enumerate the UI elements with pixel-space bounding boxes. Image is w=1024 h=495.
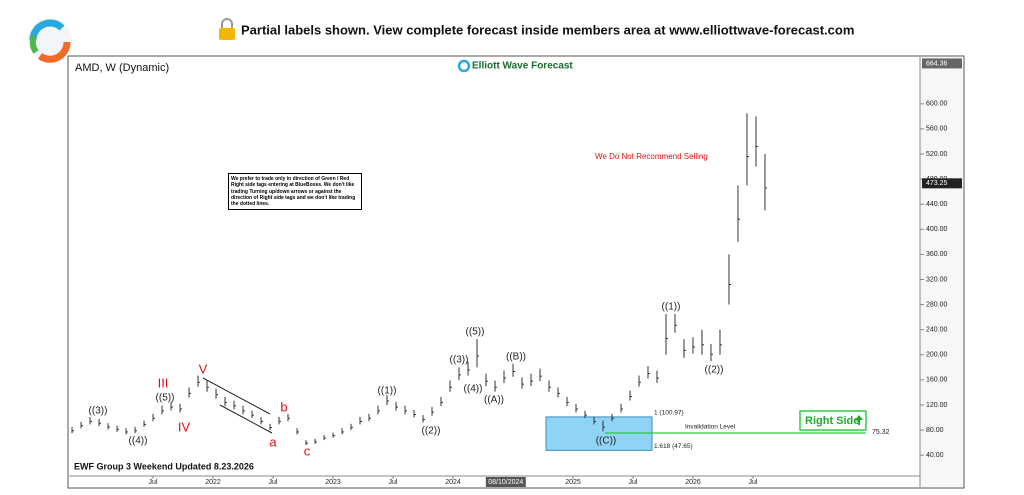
signal: Right Side: [805, 415, 859, 427]
y-tick-label: 520.00: [926, 151, 948, 158]
trendline: [219, 404, 273, 434]
lock-icon: [219, 18, 235, 40]
wave-label: ((3)): [89, 406, 108, 417]
y-tick-label: 320.00: [926, 276, 948, 283]
y-tick-label: 280.00: [926, 301, 948, 308]
signal-box: [799, 410, 867, 431]
wave-label: ((B)): [506, 352, 526, 363]
y-tick-label: 240.00: [926, 327, 948, 334]
trendline: [202, 377, 271, 415]
wave-label: c: [304, 443, 311, 458]
wave-label: V: [199, 361, 208, 376]
x-tick-label: Jul: [269, 479, 278, 486]
note: We prefer to trade only in direction of …: [228, 173, 362, 211]
y-tick-label: 440.00: [926, 201, 948, 208]
wave-label: ((C)): [596, 436, 617, 447]
y-tick-label: 40.00: [926, 452, 944, 459]
notice: Partial labels shown. View complete fore…: [241, 22, 854, 37]
x-tick-label: 2024: [445, 479, 461, 486]
fib-label: 1 (100.97): [654, 410, 684, 417]
wave-label: ((1)): [662, 302, 681, 313]
invalidation-value: 75.32: [872, 429, 890, 436]
x-tick-label: Jul: [389, 479, 398, 486]
wave-label: ((5)): [466, 327, 485, 338]
y-tick-label: 160.00: [926, 377, 948, 384]
y-tick-label: 80.00: [926, 427, 944, 434]
wave-label: IV: [178, 419, 191, 434]
last-price: 473.25: [926, 180, 948, 187]
top-price-box: [922, 58, 962, 69]
last-price-box: [922, 178, 962, 189]
wave-label: ((4)): [129, 436, 148, 447]
y-tick-label: 120.00: [926, 402, 948, 409]
footer: EWF Group 3 Weekend Updated 8.23.2026: [74, 461, 254, 471]
top-price: 664.36: [926, 60, 948, 67]
x-tick-label: 2022: [205, 479, 221, 486]
x-tick-highlight: [485, 477, 526, 487]
x-tick-label: 2025: [565, 479, 581, 486]
x-tick-label: 2023: [325, 479, 341, 486]
y-tick-label: 560.00: [926, 126, 948, 133]
wave-label: III: [158, 375, 169, 390]
x-tick-label: Jul: [629, 479, 638, 486]
signal-arrow: [855, 415, 863, 425]
x-tick-label: Jul: [748, 479, 757, 486]
invalidation-label: Invalidation Level: [685, 424, 736, 431]
y-tick-label: 360.00: [926, 251, 948, 258]
wave-label: a: [269, 434, 277, 449]
logo: [28, 18, 72, 63]
x-tick-label: 2026: [685, 479, 701, 486]
brand-icon: [457, 59, 471, 73]
y-tick-label: 600.00: [926, 101, 948, 108]
x-tick-label: 08/10/2024: [488, 479, 523, 486]
x-tick-label: Jul: [149, 479, 158, 486]
wave-label: ((3)): [450, 355, 469, 366]
wave-label: ((A)): [484, 395, 504, 406]
wave-label: ((4)): [464, 384, 483, 395]
annotation: We Do Not Recommend Selling: [595, 152, 708, 161]
wave-label: ((1)): [378, 386, 397, 397]
wave-label: ((2)): [705, 365, 724, 376]
wave-label: b: [280, 399, 287, 414]
fib-label: 1.618 (47.65): [654, 443, 693, 450]
brand: Elliott Wave Forecast: [472, 61, 573, 72]
y-tick-label: 200.00: [926, 352, 948, 359]
wave-label: ((5)): [156, 393, 175, 404]
price-axis: [920, 57, 963, 487]
chart-title: AMD, W (Dynamic): [75, 62, 169, 74]
wave-label: ((2)): [422, 426, 441, 437]
blue-box: [545, 416, 653, 451]
y-tick-label: 400.00: [926, 226, 948, 233]
